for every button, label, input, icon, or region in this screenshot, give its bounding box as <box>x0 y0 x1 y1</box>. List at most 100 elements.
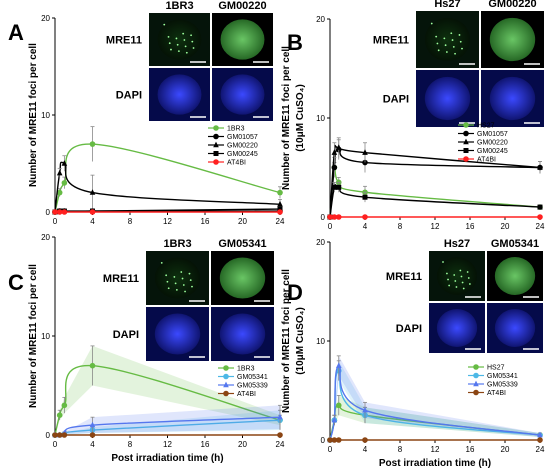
y-tick-label: 20 <box>41 14 50 23</box>
data-point <box>89 189 96 195</box>
series-line <box>329 148 541 218</box>
data-point <box>89 432 96 438</box>
legend-swatch-marker <box>473 380 479 387</box>
legend-swatch-marker <box>223 373 229 380</box>
micrograph-focus-dot <box>167 35 170 38</box>
micrograph-focus-dot <box>176 43 179 46</box>
micrograph-column-label: GM05341 <box>491 238 539 250</box>
data-point <box>537 437 543 443</box>
micrograph-focus-dot <box>446 272 448 275</box>
micrograph-focus-dot <box>442 261 444 263</box>
micrograph-nucleus-dapi <box>219 313 266 355</box>
micrograph-focus-dot <box>191 285 193 288</box>
y-tick-label: 0 <box>321 213 326 222</box>
legend-swatch-marker <box>473 372 479 379</box>
y-tick-label: 20 <box>41 233 50 242</box>
x-tick-label: 0 <box>328 222 333 231</box>
legend-swatch-marker <box>213 151 219 156</box>
x-tick-label: 24 <box>276 217 285 226</box>
x-tick-label: 20 <box>238 217 247 226</box>
data-point <box>61 160 68 166</box>
legend-entry: GM05339 <box>487 382 518 389</box>
micrograph-row-label: DAPI <box>113 329 139 341</box>
micrograph-column-label: GM05341 <box>218 238 266 250</box>
data-point <box>362 437 368 443</box>
micrograph-row-label: DAPI <box>396 323 422 335</box>
micrograph-nucleus-mre11 <box>489 17 536 62</box>
x-tick-label: 12 <box>431 445 440 454</box>
series-line <box>54 161 281 213</box>
x-tick-label: 4 <box>90 217 95 226</box>
x-tick-label: 8 <box>128 440 133 449</box>
legend-swatch-marker <box>463 122 469 128</box>
x-tick-label: 0 <box>53 440 58 449</box>
legend-entry: 1BR3 <box>237 366 255 373</box>
data-point <box>89 209 96 215</box>
data-point <box>61 209 68 215</box>
micrograph-nucleus-dapi <box>154 313 201 355</box>
micrograph-focus-dot <box>436 42 439 45</box>
data-point <box>56 189 63 196</box>
x-axis-label: Post irradiation time (h) <box>111 453 223 464</box>
series-line <box>329 365 541 441</box>
micrograph-focus-dot <box>444 44 447 47</box>
micrograph-nucleus-mre11 <box>436 257 478 295</box>
x-tick-label: 8 <box>128 217 133 226</box>
micrograph-column-label: GM00220 <box>488 0 536 10</box>
data-point <box>537 164 543 170</box>
micrograph-column-label: GM00220 <box>218 0 266 12</box>
micrograph-focus-dot <box>190 34 192 37</box>
micrograph-focus-dot <box>461 47 463 50</box>
data-point <box>327 214 333 220</box>
data-point <box>537 431 543 438</box>
micrograph-nucleus-dapi <box>424 76 471 121</box>
x-tick-label: 24 <box>536 222 545 231</box>
legend-swatch-marker <box>213 133 219 140</box>
micrograph-column-label: Hs27 <box>434 0 460 10</box>
micrograph-focus-dot <box>191 40 194 43</box>
micrograph-focus-dot <box>454 52 456 55</box>
micrograph-nucleus-mre11 <box>219 257 266 299</box>
data-point <box>537 204 543 210</box>
y-axis-label: Number of MRE11 foci per cell <box>28 43 39 187</box>
micrograph-nucleus-dapi <box>220 74 265 115</box>
x-tick-label: 12 <box>431 222 440 231</box>
micrograph-nucleus-mre11 <box>220 19 265 60</box>
y-tick-label: 0 <box>321 436 326 445</box>
legend-swatch-marker <box>213 159 219 165</box>
x-tick-label: 4 <box>363 445 368 454</box>
micrograph-focus-dot <box>185 51 188 54</box>
micrograph-focus-dot <box>183 39 186 41</box>
x-tick-label: 8 <box>398 222 403 231</box>
y-axis-label: Number of MRE11 foci per cell <box>281 269 292 413</box>
data-point <box>89 421 96 428</box>
micrograph-focus-dot <box>460 275 463 278</box>
micrograph-focus-dot <box>165 274 168 277</box>
x-tick-label: 16 <box>466 222 475 231</box>
data-point <box>52 432 58 438</box>
data-point <box>56 209 63 215</box>
y-tick-label: 20 <box>316 238 325 247</box>
data-point <box>335 144 342 150</box>
x-tick-label: 20 <box>501 222 510 231</box>
micrograph-nucleus-mre11 <box>157 19 202 60</box>
micrograph-focus-dot <box>452 46 455 48</box>
micrograph-column-label: 1BR3 <box>163 238 191 250</box>
legend-swatch-marker <box>463 138 469 145</box>
series-error-band <box>330 355 540 440</box>
data-point <box>56 412 63 419</box>
y-tick-label: 20 <box>316 15 325 24</box>
micrograph-focus-dot <box>458 34 461 36</box>
x-tick-label: 16 <box>201 440 210 449</box>
y-axis-label: Number of MRE11 foci per cell <box>28 264 39 408</box>
x-tick-label: 20 <box>238 440 247 449</box>
micrograph-focus-dot <box>459 269 462 272</box>
micrograph-nucleus-dapi <box>157 74 202 115</box>
legend-swatch-marker <box>223 381 229 388</box>
y-tick-label: 0 <box>46 208 51 217</box>
series-line <box>329 183 541 218</box>
legend-swatch-marker <box>473 389 479 396</box>
x-tick-label: 8 <box>398 445 403 454</box>
legend-swatch-marker <box>223 390 229 397</box>
legend-entry: GM01057 <box>477 131 508 138</box>
